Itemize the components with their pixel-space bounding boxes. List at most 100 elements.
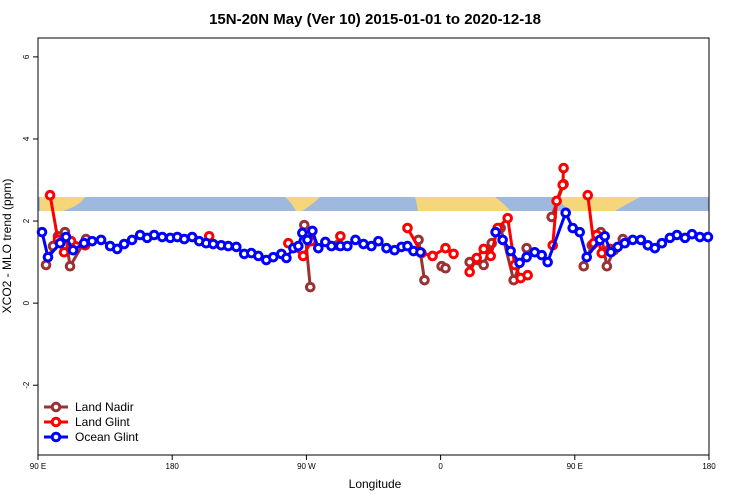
data-point <box>64 260 76 272</box>
data-point <box>60 231 72 243</box>
data-point <box>448 248 459 260</box>
data-point <box>649 242 661 254</box>
data-point <box>302 234 313 246</box>
data-point <box>373 235 384 247</box>
data-point <box>111 243 123 255</box>
data-point <box>557 179 569 191</box>
legend-marker <box>50 431 62 443</box>
data-point <box>536 249 547 261</box>
data-point <box>542 256 553 268</box>
data-point <box>307 225 318 237</box>
data-point <box>490 226 501 238</box>
data-point <box>478 243 489 255</box>
data-point <box>419 274 430 286</box>
data-point <box>86 235 98 247</box>
data-point <box>656 237 668 249</box>
x-axis-label: Longitude <box>349 477 402 491</box>
data-point <box>478 259 489 271</box>
x-tick-label: 180 <box>166 462 180 471</box>
data-point <box>596 247 608 259</box>
data-point <box>402 222 413 234</box>
data-point <box>581 251 593 263</box>
data-point <box>601 260 613 272</box>
data-point <box>505 245 516 257</box>
data-point <box>297 227 308 239</box>
data-point <box>126 234 138 246</box>
legend-label: Land Nadir <box>75 400 134 414</box>
data-point <box>326 240 337 252</box>
map-strip <box>38 197 709 211</box>
data-point <box>514 257 525 269</box>
chart-title: 15N-20N May (Ver 10) 2015-01-01 to 2020-… <box>209 11 541 28</box>
data-point <box>464 266 475 278</box>
data-point <box>54 237 66 249</box>
data-point <box>635 234 647 246</box>
data-point <box>67 244 79 256</box>
plot-frame <box>37 37 710 456</box>
data-point <box>427 250 438 262</box>
data-point <box>578 260 590 272</box>
data-point <box>415 246 426 258</box>
data-point <box>671 229 683 241</box>
data-point <box>313 242 324 254</box>
y-tick-label: 6 <box>22 54 31 59</box>
data-point <box>58 246 70 258</box>
data-point <box>694 231 706 243</box>
data-point <box>560 207 572 219</box>
data-point <box>36 226 48 238</box>
data-point <box>42 251 54 263</box>
data-point <box>521 242 532 254</box>
data-point <box>497 234 508 246</box>
legend-label: Land Glint <box>75 415 130 429</box>
data-point <box>304 281 316 293</box>
x-tick-label: 90 E <box>567 462 583 471</box>
y-tick-label: 2 <box>22 218 31 223</box>
y-tick-label: 0 <box>22 300 31 305</box>
data-point <box>207 238 219 250</box>
data-point <box>281 252 292 264</box>
x-tick-label: 90 E <box>30 462 46 471</box>
data-point <box>253 250 264 262</box>
data-point <box>599 230 611 242</box>
data-point <box>381 242 392 254</box>
data-point <box>366 240 377 252</box>
data-point <box>293 240 304 252</box>
data-point <box>148 229 160 241</box>
data-point <box>522 269 533 281</box>
y-tick-label: -2 <box>22 381 31 389</box>
legend-marker <box>50 401 62 413</box>
data-point <box>485 250 497 262</box>
data-point <box>551 195 562 207</box>
data-point <box>342 240 353 252</box>
data-point <box>582 189 594 201</box>
data-point <box>702 231 714 243</box>
data-point <box>335 230 346 242</box>
data-point <box>502 212 514 224</box>
data-point <box>118 238 130 250</box>
data-point <box>350 234 361 246</box>
legend-marker <box>50 416 62 428</box>
data-point <box>297 250 309 262</box>
data-point <box>95 234 107 246</box>
data-point <box>222 240 234 252</box>
data-point <box>471 252 482 264</box>
data-point <box>521 251 532 263</box>
data-point <box>78 237 90 249</box>
data-point <box>231 241 242 253</box>
legend-label: Ocean Glint <box>75 430 139 444</box>
data-point <box>440 262 451 274</box>
data-point <box>44 189 56 201</box>
data-point <box>267 251 279 263</box>
data-point <box>440 242 451 254</box>
x-tick-label: 0 <box>438 462 443 471</box>
y-tick-label: 4 <box>22 136 31 141</box>
x-tick-label: 180 <box>702 462 716 471</box>
data-point <box>558 162 569 174</box>
data-point <box>605 246 617 258</box>
y-axis-label: XCO2 - MLO trend (ppm) <box>0 179 14 314</box>
data-point <box>574 226 586 238</box>
data-point <box>156 231 168 243</box>
data-point <box>619 237 631 249</box>
x-tick-label: 90 W <box>297 462 316 471</box>
